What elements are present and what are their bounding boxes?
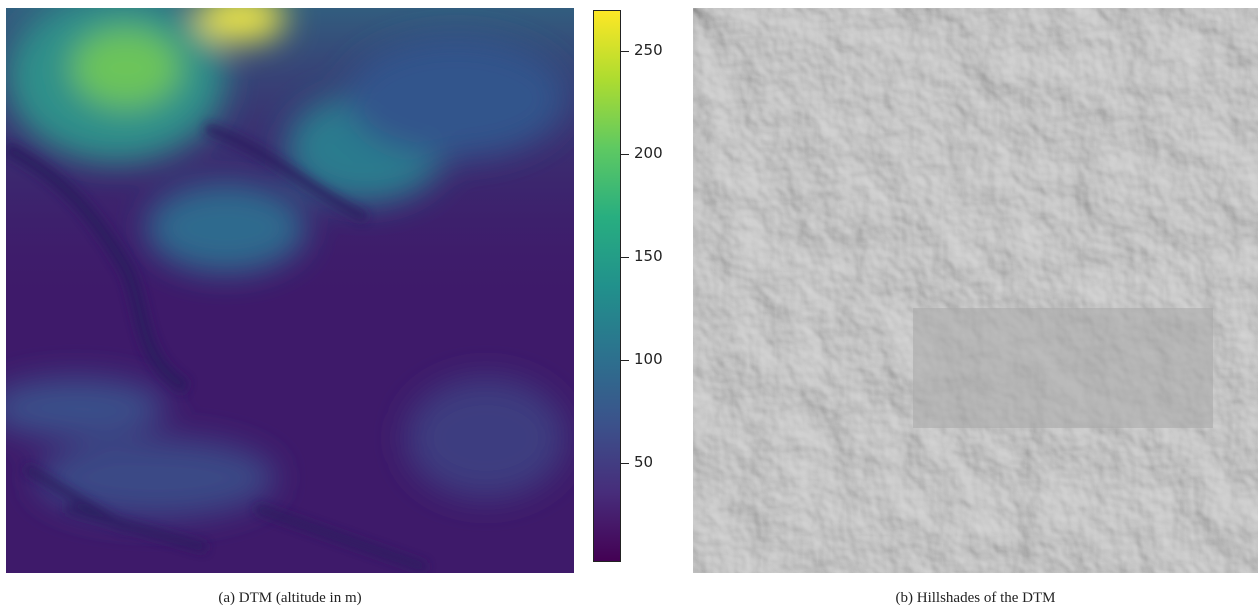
hillshade-image	[693, 8, 1258, 573]
dtm-image	[6, 8, 574, 573]
colorbar-tick-label: 200	[634, 144, 663, 163]
caption-panel-a: (a) DTM (altitude in m)	[218, 590, 362, 606]
colorbar	[593, 10, 621, 562]
caption-panel-b: (b) Hillshades of the DTM	[895, 590, 1056, 606]
colorbar-tick-label: 100	[634, 350, 663, 369]
colorbar-tick-label: 150	[634, 247, 663, 266]
hillshade-terrain	[693, 8, 1258, 573]
colorbar-tick-mark	[621, 360, 629, 362]
colorbar-tick-mark	[621, 257, 629, 259]
colorbar-tick-mark	[621, 51, 629, 53]
dtm-terrain	[6, 8, 574, 573]
colorbar-tick-label: 50	[634, 453, 654, 472]
colorbar-tick-mark	[621, 463, 629, 465]
colorbar-tick-mark	[621, 154, 629, 156]
colorbar-tick-label: 250	[634, 41, 663, 60]
